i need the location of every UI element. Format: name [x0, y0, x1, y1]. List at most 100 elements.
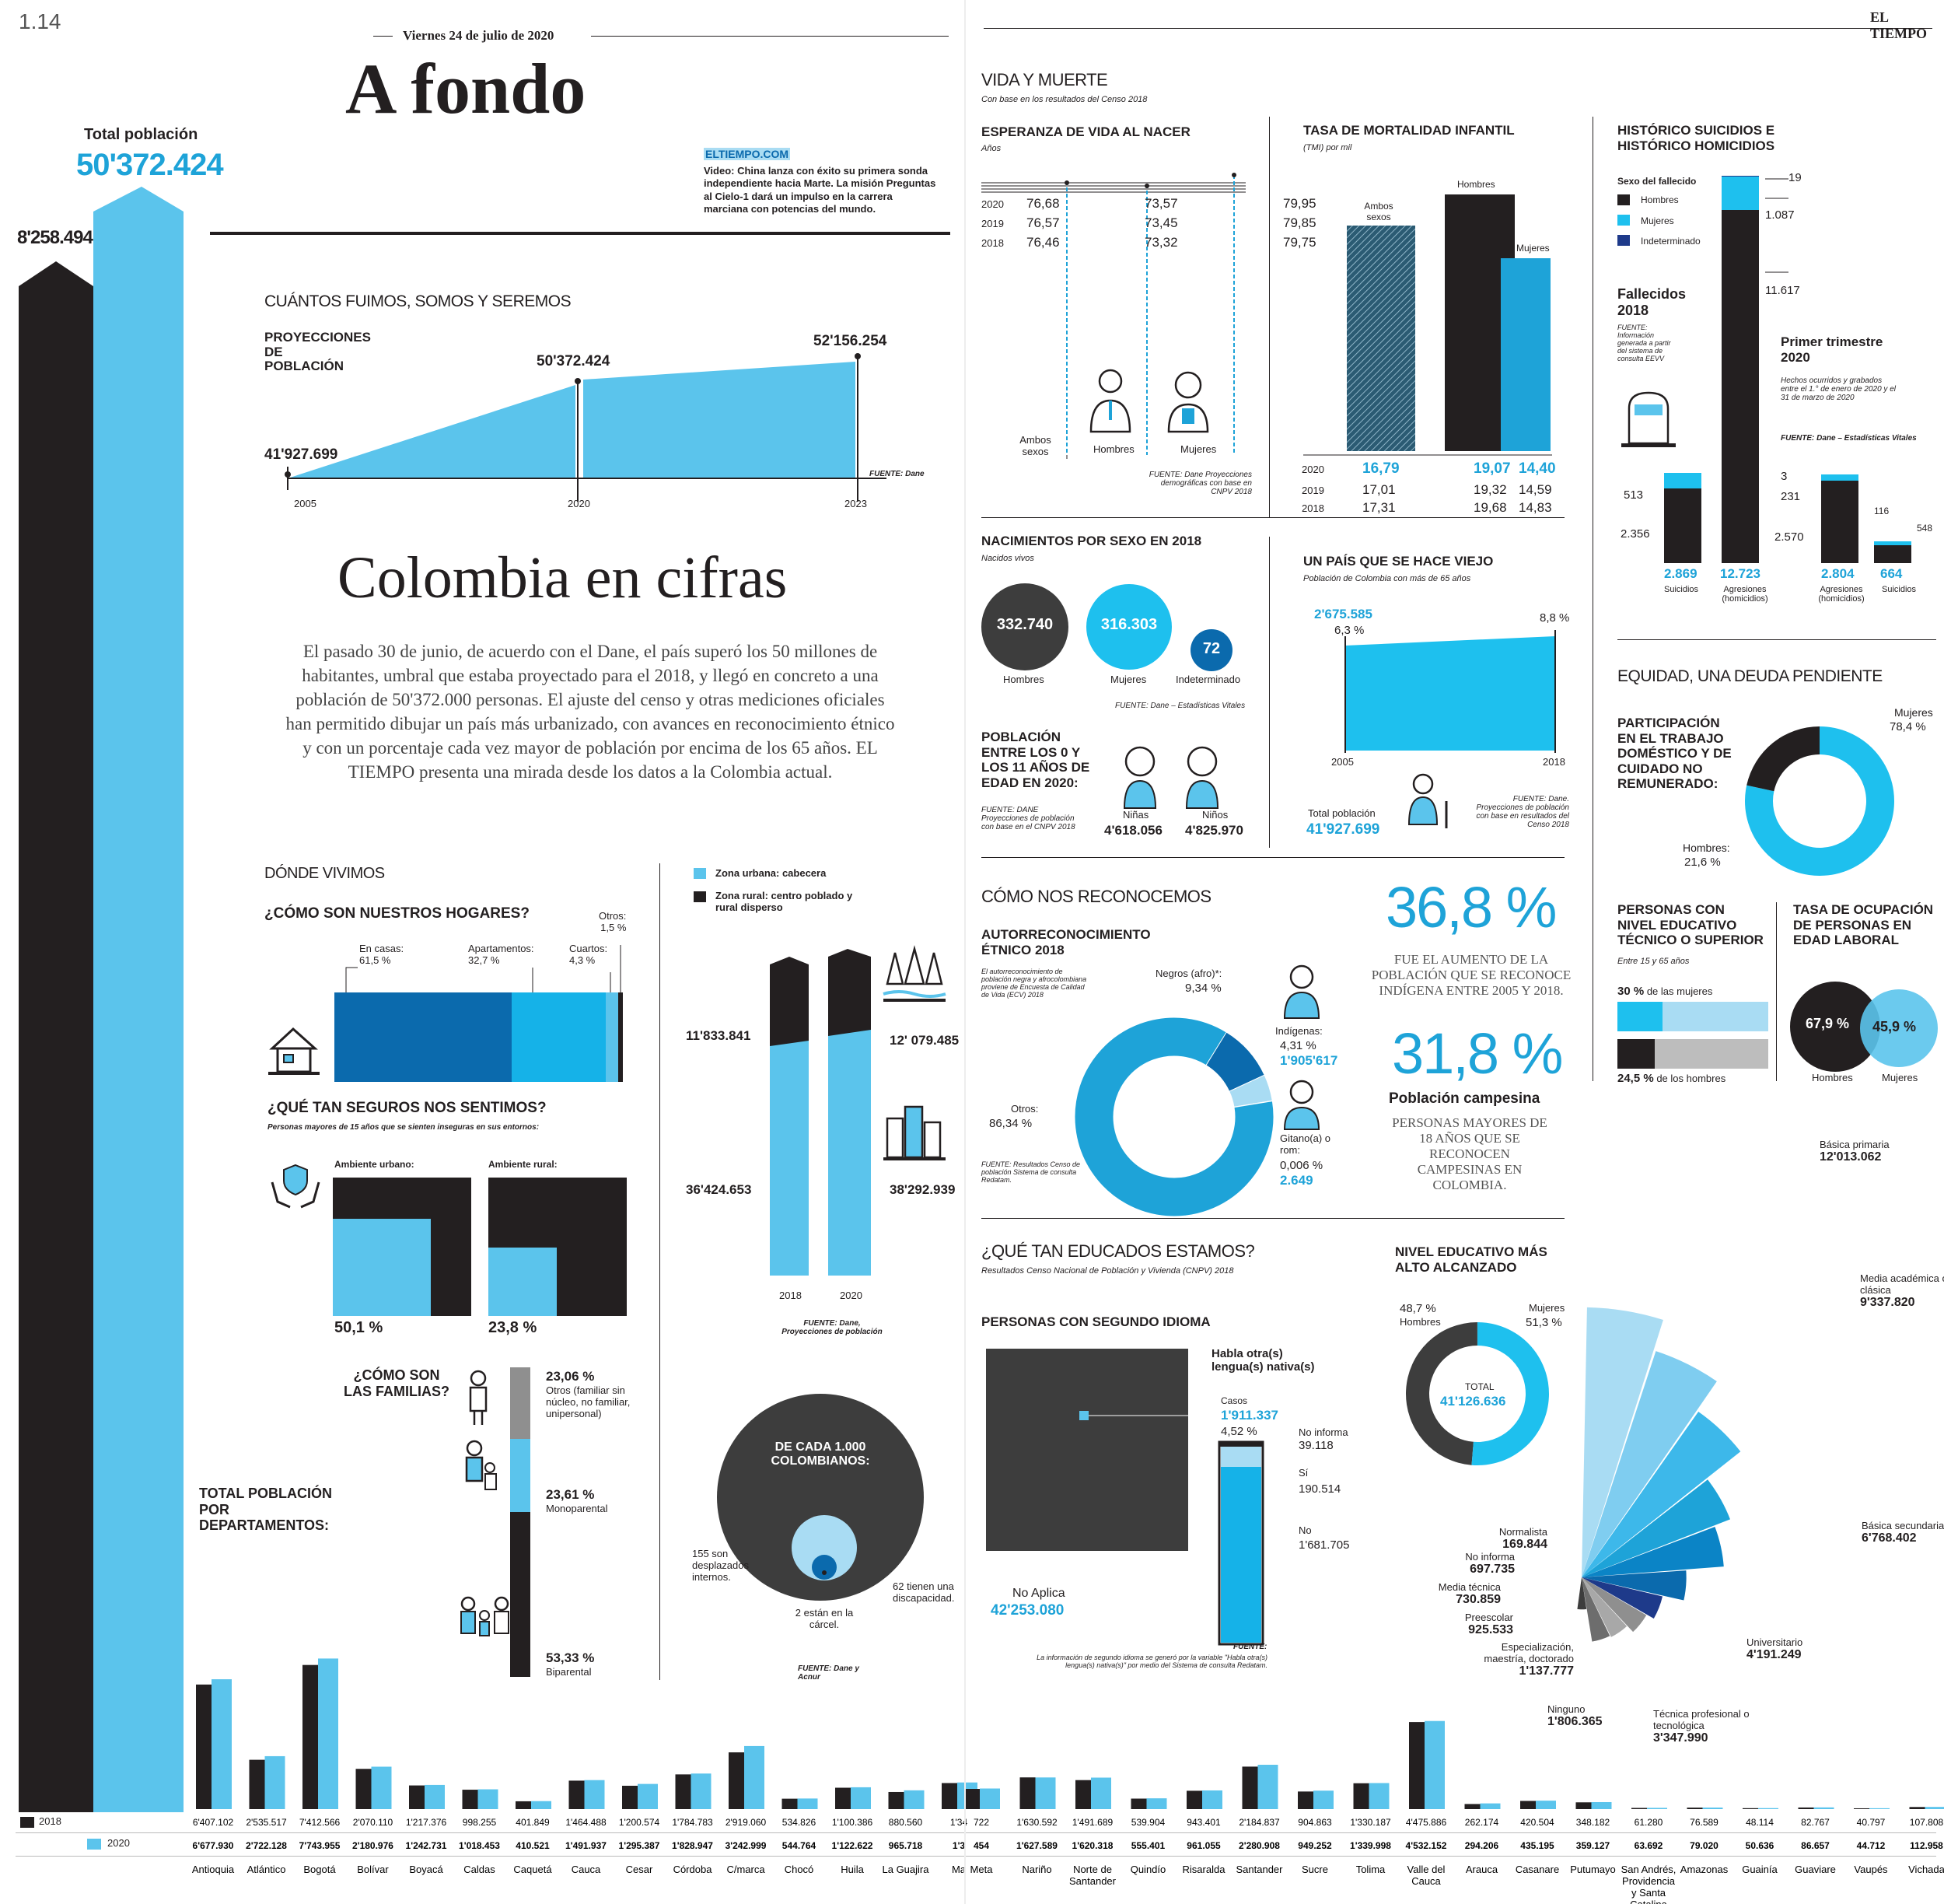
tech-bars	[1617, 1002, 1768, 1069]
ethnic-title: CÓMO NOS RECONOCEMOS	[981, 887, 1212, 906]
q2020-source: FUENTE: Dane – Estadísticas Vitales	[1781, 434, 1917, 443]
dept-bar-2020	[264, 1755, 285, 1809]
dept-bar-2020	[1202, 1790, 1222, 1809]
dept-bar-2018	[964, 1789, 980, 1809]
big-stat-2: 31,8 %	[1392, 1021, 1563, 1086]
dept-name: Providencia	[1622, 1875, 1676, 1887]
cases-value: 1'911.337	[1221, 1408, 1279, 1423]
dept-value-2020: 1'3	[953, 1840, 966, 1851]
edu-men-pct: 48,7 %	[1400, 1302, 1436, 1315]
dept-name: Quindío	[1131, 1864, 1166, 1875]
web-link[interactable]: ELTIEMPO.COM	[704, 148, 791, 160]
aging-2005-value: 2'675.585	[1314, 607, 1372, 621]
dept-bar-2018	[1464, 1804, 1481, 1809]
legend-rural: Zona rural: centro poblado y rural dispe…	[715, 890, 853, 913]
si-label: Sí	[1299, 1467, 1309, 1479]
language-stacked-bar	[1218, 1440, 1264, 1646]
indigenas-label: Indígenas:	[1275, 1025, 1323, 1037]
dept-name: Santander	[1236, 1864, 1284, 1875]
house-icon	[268, 1027, 320, 1075]
dept-bar-2020	[1647, 1808, 1667, 1809]
q2020-sub: Hechos ocurridos y grabados entre el 1.°…	[1781, 376, 1896, 402]
tmi-chart	[1303, 194, 1552, 456]
girl-boy-icons	[1123, 746, 1219, 809]
tmi-sub: (TMI) por mil	[1303, 143, 1352, 152]
urban-2020: 38'292.939	[890, 1182, 956, 1197]
dept-bar-2020	[638, 1783, 658, 1809]
s20-total: 664	[1880, 566, 1903, 581]
dept-bar-2020	[1702, 1808, 1723, 1809]
aging-total: 41'927.699	[1306, 821, 1380, 838]
home-label-casas: En casas: 61,5 %	[359, 943, 404, 966]
dept-name: Santander	[1069, 1875, 1117, 1887]
education-level-label: Preescolar 925.533	[1464, 1612, 1513, 1636]
education-level-label: Normalista 169.844	[1498, 1526, 1547, 1551]
urban-pct: 50,1 %	[334, 1319, 383, 1336]
dept-value-2020: 4'532.152	[1406, 1840, 1447, 1851]
date-label: Viernes 24 de julio de 2020	[403, 28, 554, 43]
proj-2020-value: 50'372.424	[537, 353, 610, 369]
births-sub: Nacidos vivos	[981, 554, 1034, 563]
births-men: 332.740	[996, 616, 1054, 633]
noap-value: 42'253.080	[991, 1602, 1065, 1619]
dept-name: Guaviare	[1795, 1864, 1836, 1875]
education-level-slice	[1582, 1577, 1628, 1637]
education-level-label: Media técnica 730.859	[1438, 1581, 1501, 1606]
h18-label: Agresiones (homicidios)	[1722, 585, 1768, 604]
projections-chart	[285, 353, 886, 502]
language-square	[986, 1349, 1188, 1551]
esp-col-ambos: Ambos sexos	[1019, 434, 1051, 457]
education-level-label: Básica primaria 12'013.062	[1820, 1139, 1890, 1164]
births-men-l: Hombres	[1003, 674, 1044, 685]
cases-label: Casos	[1221, 1395, 1248, 1406]
negros-pct: 9,34 %	[1185, 982, 1222, 995]
aging-2018-year: 2018	[1543, 756, 1565, 768]
aging-2005-pct: 6,3 %	[1334, 624, 1365, 637]
dept-value-2020: 50.636	[1746, 1840, 1774, 1851]
unpaid-women-label: Mujeres	[1894, 706, 1933, 719]
dept-bar-2018	[409, 1785, 425, 1809]
dept-value-2020: 1'620.318	[1072, 1840, 1114, 1851]
no-value: 1'681.705	[1299, 1538, 1350, 1552]
legend-urban-swatch	[694, 868, 706, 879]
education-level-slice	[1582, 1570, 1687, 1601]
level-title: NIVEL EDUCATIVO MÁS ALTO ALCANZADO	[1395, 1244, 1547, 1275]
legend-hombres: Hombres	[1641, 194, 1679, 205]
otros-label: Otros:	[1011, 1103, 1039, 1115]
dept-value-2018: 401.849	[516, 1817, 550, 1828]
dept-bar-2018	[1409, 1722, 1425, 1809]
kids-title: POBLACIÓN ENTRE LOS 0 Y LOS 11 AÑOS DE E…	[981, 730, 1090, 790]
h20-total: 2.804	[1821, 566, 1855, 581]
dept-bar-2018	[888, 1791, 904, 1809]
rural-label: Ambiente rural:	[488, 1159, 558, 1170]
no-label: No	[1299, 1524, 1312, 1536]
dept-bar-2018	[1854, 1808, 1869, 1809]
dept-value-2018: 48.114	[1746, 1817, 1774, 1828]
aging-2018-pct: 8,8 %	[1540, 611, 1570, 625]
dept-bar-2018	[1353, 1783, 1369, 1809]
tech-men: 24,5 % de los hombres	[1617, 1072, 1726, 1085]
births-indet: 72	[1202, 640, 1221, 657]
proj-2023-value: 52'156.254	[813, 333, 887, 349]
dept-value-2018: 943.401	[1187, 1817, 1221, 1828]
where-title: DÓNDE VIVIMOS	[264, 865, 385, 882]
hands-shield-icon	[271, 1164, 320, 1209]
page-number: 1.14	[19, 9, 61, 33]
family-icons	[460, 1370, 509, 1636]
s20-label: Suicidios	[1882, 585, 1917, 594]
dept-name: Bogotá	[303, 1864, 336, 1875]
dept-bar-2020	[980, 1788, 1000, 1809]
education-sub: Resultados Censo Nacional de Población y…	[981, 1266, 1234, 1276]
edu-women-pct: 51,3 %	[1526, 1316, 1562, 1329]
dept-bar-2020	[1925, 1807, 1944, 1809]
section-title: A fondo	[345, 49, 586, 128]
dept-name: Córdoba	[673, 1864, 713, 1875]
education-level-slice	[1582, 1577, 1647, 1633]
dept-value-2020: 961.055	[1187, 1840, 1221, 1851]
dept-value-2018: 2'535.517	[246, 1817, 287, 1828]
dept-bar-2018	[1575, 1802, 1592, 1809]
dept-value-2020: 2'180.976	[352, 1840, 393, 1851]
equity-title: EQUIDAD, UNA DEUDA PENDIENTE	[1617, 667, 1883, 685]
dept-value-2020: 555.401	[1131, 1840, 1166, 1851]
